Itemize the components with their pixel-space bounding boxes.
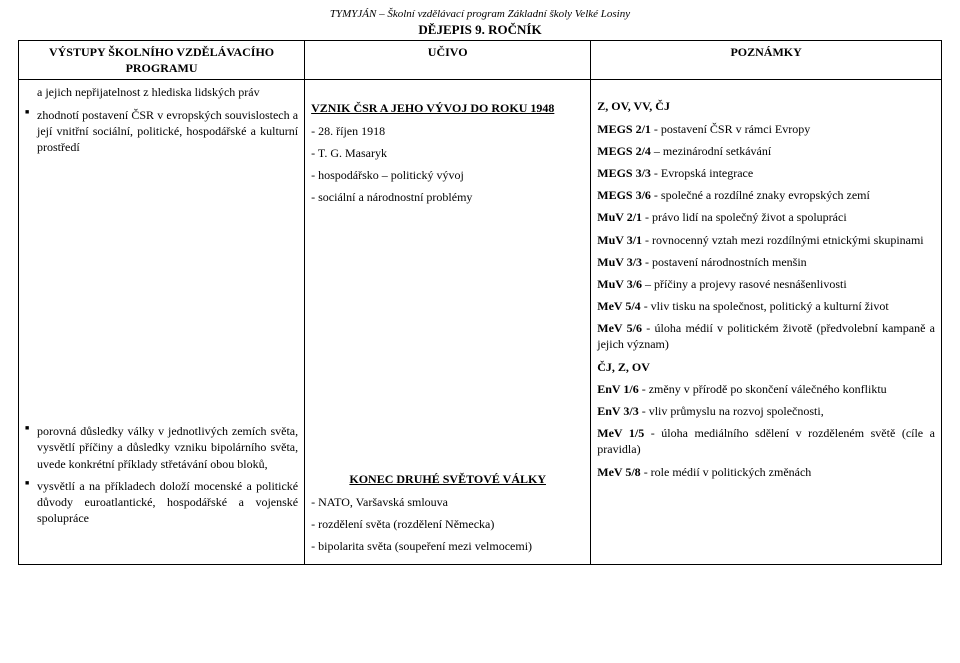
note-text: - Evropská integrace (651, 166, 753, 180)
subject-title: DĚJEPIS 9. ROČNÍK (18, 22, 942, 38)
note-text: - vliv průmyslu na rozvoj společnosti, (639, 404, 824, 418)
document-header: TYMYJÁN – Školní vzdělávací program Zákl… (18, 8, 942, 20)
note-label: MEGS 3/6 (597, 188, 651, 202)
note-text: - rovnocenný vztah mezi rozdílnými etnic… (642, 233, 924, 247)
note-label: MuV 3/1 (597, 233, 642, 247)
note-text: - právo lidí na společný život a spolupr… (642, 210, 847, 224)
note-label: MEGS 2/4 (597, 144, 651, 158)
note-label: MuV 2/1 (597, 210, 642, 224)
note-label: EnV 3/3 (597, 404, 638, 418)
prev-page-continuation: a jejich nepřijatelnost z hlediska lidsk… (25, 84, 298, 100)
curriculum-table: VÝSTUPY ŠKOLNÍHO VZDĚLÁVACÍHO PROGRAMU U… (18, 40, 942, 565)
curriculum-line: - NATO, Varšavská smlouva (311, 494, 584, 510)
curriculum-section-2-title: KONEC DRUHÉ SVĚTOVÉ VÁLKY (311, 471, 584, 487)
output-item-3: vysvětlí a na příkladech doloží mocenské… (25, 478, 298, 527)
curriculum-line: - 28. říjen 1918 (311, 123, 584, 139)
note-text: - postavení národnostních menšin (642, 255, 807, 269)
note-label: MEGS 3/3 (597, 166, 651, 180)
note-label: Z, OV, VV, ČJ (597, 99, 670, 113)
curriculum-line: - hospodářsko – politický vývoj (311, 167, 584, 183)
note-text: - úloha mediálního sdělení v rozděleném … (597, 426, 935, 456)
curriculum-line: - bipolarita světa (soupeření mezi velmo… (311, 538, 584, 554)
note-text: - změny v přírodě po skončení válečného … (639, 382, 887, 396)
note-text: - role médií v politických změnách (641, 465, 812, 479)
note-label: MuV 3/6 (597, 277, 642, 291)
curriculum-line: - T. G. Masaryk (311, 145, 584, 161)
curriculum-line: - rozdělení světa (rozdělení Německa) (311, 516, 584, 532)
output-item-2: porovná důsledky války v jednotlivých ze… (25, 423, 298, 472)
note-label: EnV 1/6 (597, 382, 638, 396)
col-header-curriculum: UČIVO (305, 41, 591, 80)
cell-notes: Z, OV, VV, ČJ MEGS 2/1 - postavení ČSR v… (591, 80, 942, 565)
note-label: ČJ, Z, OV (597, 360, 650, 374)
note-text: - úloha médií v politickém životě (předv… (597, 321, 935, 351)
note-text: - postavení ČSR v rámci Evropy (651, 122, 810, 136)
col-header-notes: POZNÁMKY (591, 41, 942, 80)
note-label: MeV 5/8 (597, 465, 640, 479)
note-label: MeV 5/4 (597, 299, 640, 313)
curriculum-line: - sociální a národnostní problémy (311, 189, 584, 205)
note-text: – mezinárodní setkávání (651, 144, 771, 158)
curriculum-section-1-title: VZNIK ČSR A JEHO VÝVOJ DO ROKU 1948 (311, 100, 584, 116)
cell-outputs: a jejich nepřijatelnost z hlediska lidsk… (19, 80, 305, 565)
note-label: MeV 5/6 (597, 321, 642, 335)
note-label: MeV 1/5 (597, 426, 644, 440)
note-label: MuV 3/3 (597, 255, 642, 269)
note-text: – příčiny a projevy rasové nesnášenlivos… (642, 277, 847, 291)
cell-curriculum: VZNIK ČSR A JEHO VÝVOJ DO ROKU 1948 - 28… (305, 80, 591, 565)
col-header-outputs: VÝSTUPY ŠKOLNÍHO VZDĚLÁVACÍHO PROGRAMU (19, 41, 305, 80)
note-text: - vliv tisku na společnost, politický a … (641, 299, 889, 313)
note-label: MEGS 2/1 (597, 122, 651, 136)
note-text: - společné a rozdílné znaky evropských z… (651, 188, 870, 202)
output-item-1: zhodnotí postavení ČSR v evropských souv… (25, 107, 298, 156)
